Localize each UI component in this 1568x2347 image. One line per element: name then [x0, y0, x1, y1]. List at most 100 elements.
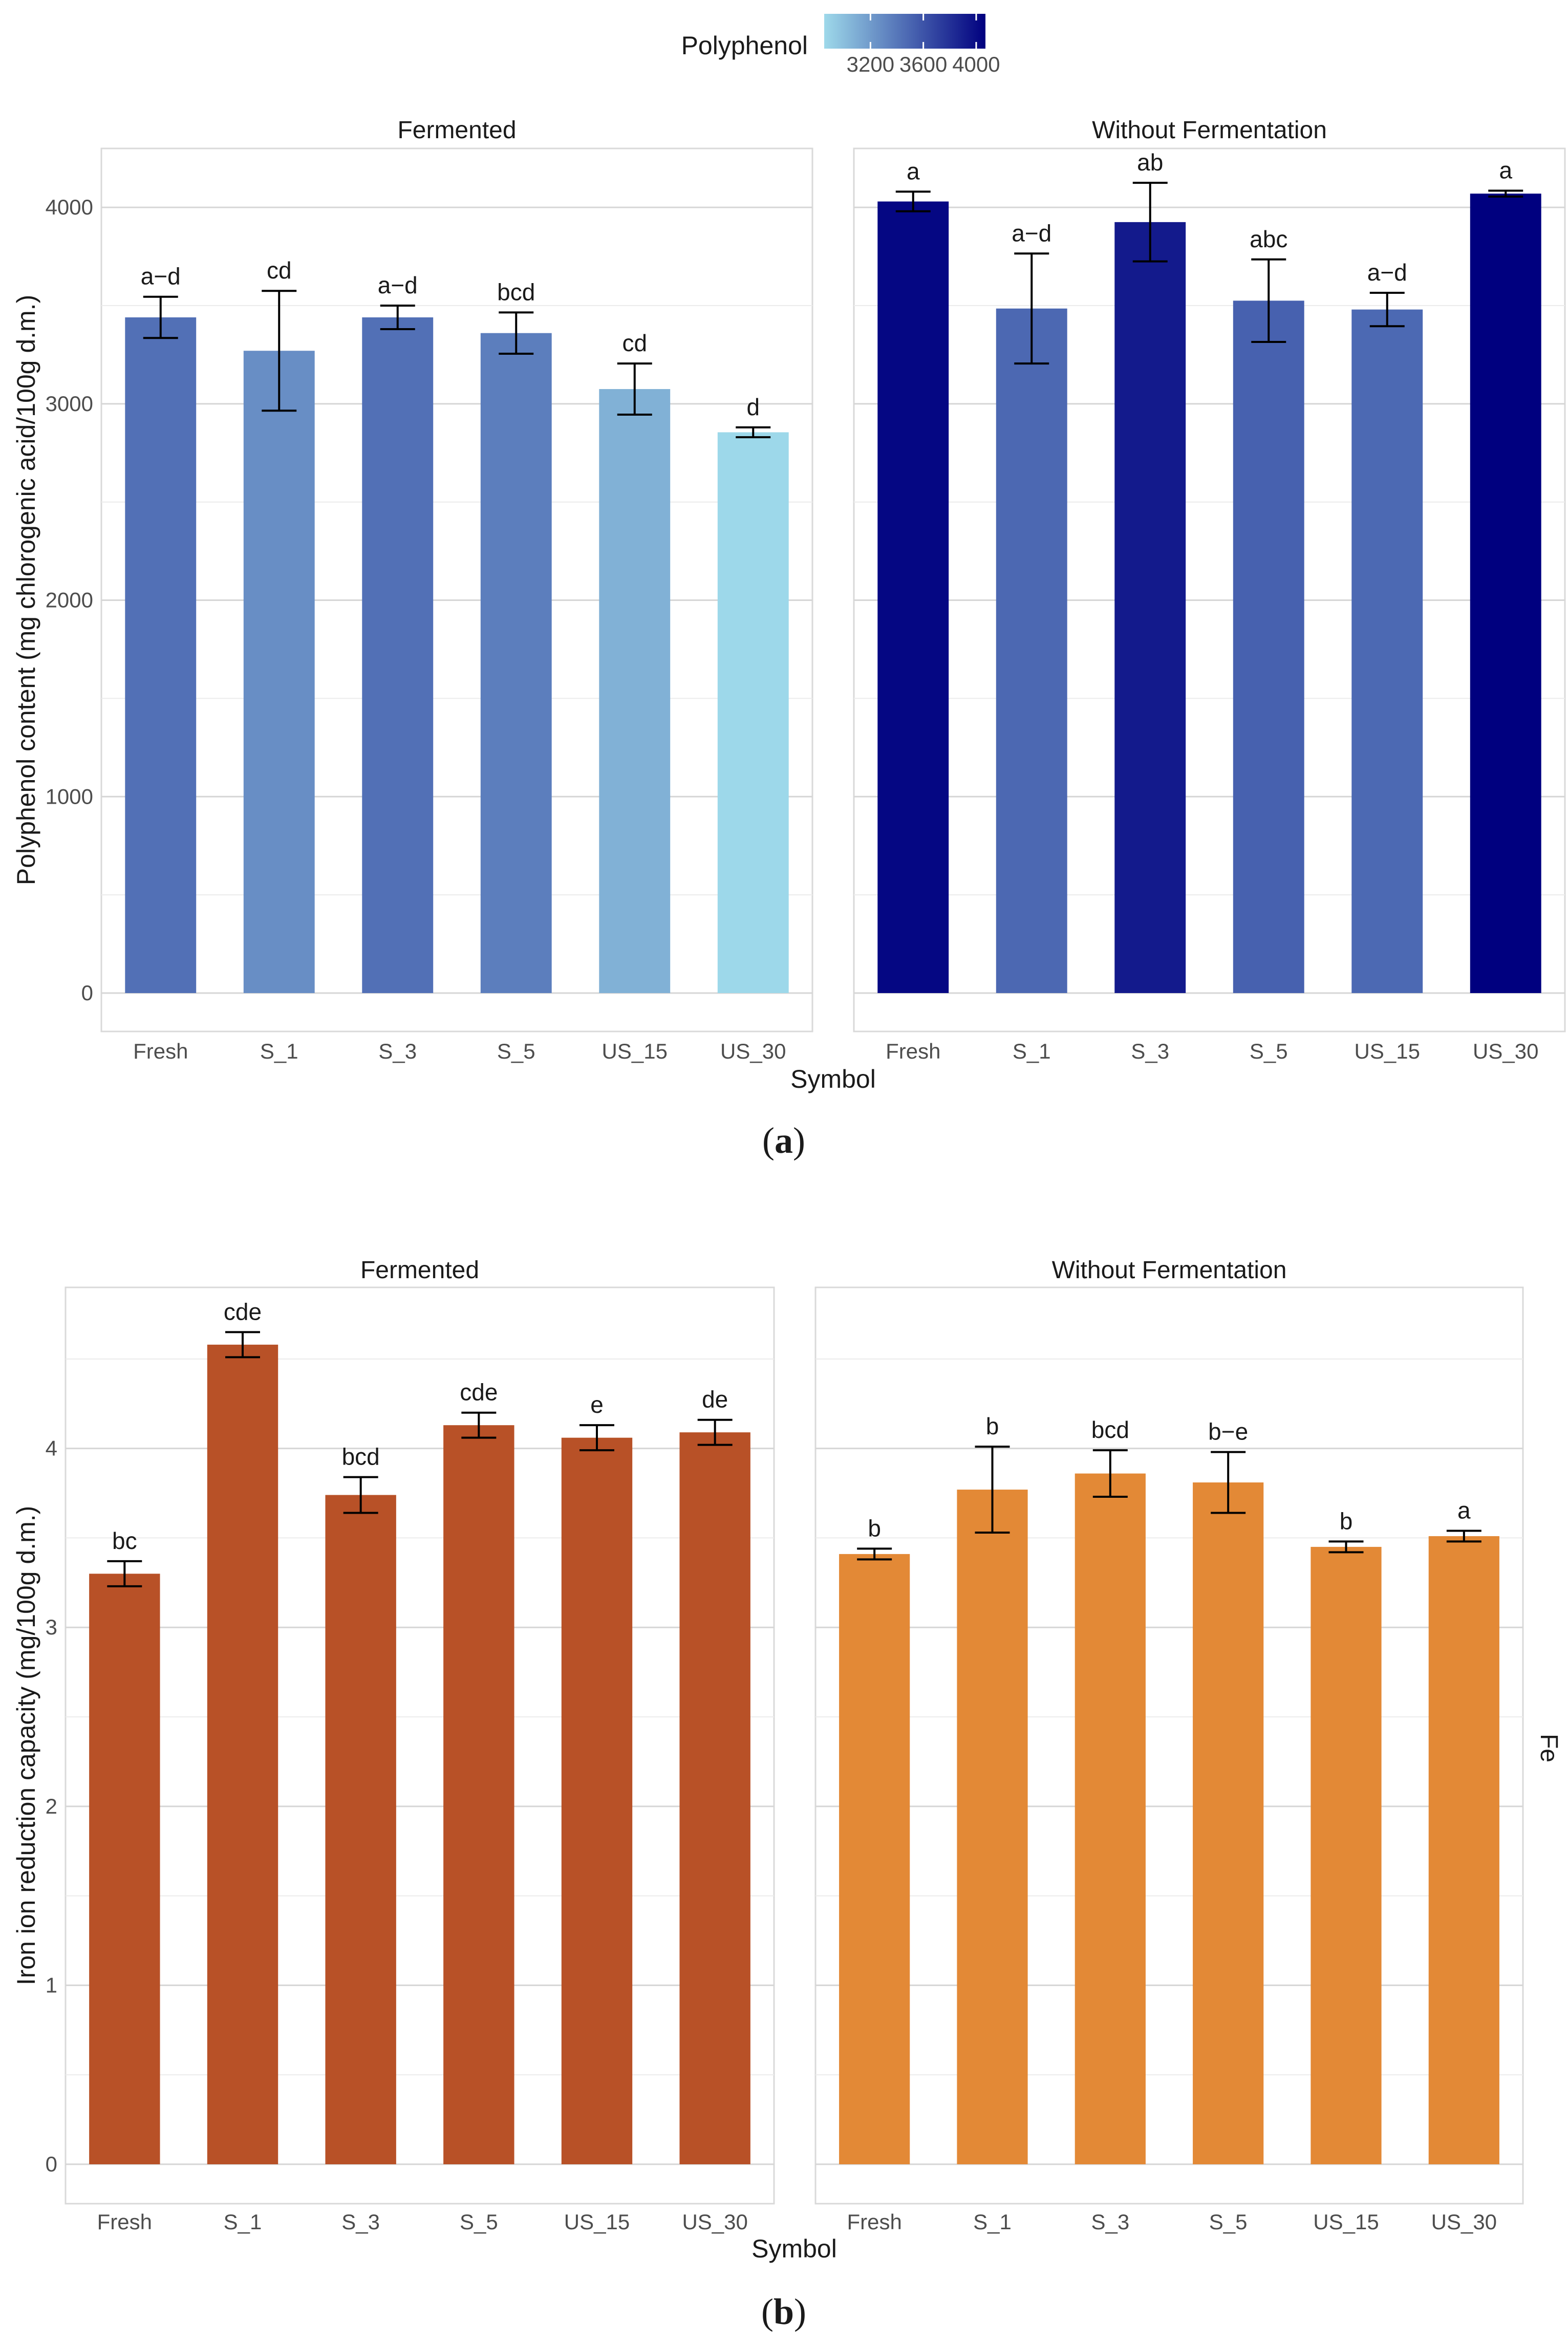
chart-a: Fermented a−d Fresh cd S_1 a−d S_3 bcd S_5 cd US_1…: [12, 117, 1566, 1161]
panel-caption: (a): [762, 1120, 805, 1161]
x-tick-label: US_15: [1313, 2210, 1379, 2234]
caption-open: (: [761, 2291, 774, 2332]
panel-caption: (b): [761, 2291, 806, 2332]
bar: [996, 308, 1067, 993]
x-tick-label: US_30: [682, 2210, 747, 2234]
bar: [1351, 309, 1423, 994]
significance-label: a−d: [378, 272, 418, 298]
bar: [957, 1490, 1028, 2164]
bar: [877, 201, 949, 994]
caption-letter: a: [775, 1120, 793, 1161]
bar: [325, 1495, 396, 2164]
y-tick-label: 3: [46, 1615, 57, 1639]
significance-label: a: [907, 158, 920, 184]
bar: [561, 1437, 633, 2164]
x-tick-label: S_3: [1091, 2210, 1129, 2234]
x-tick-label: S_1: [1013, 1039, 1051, 1063]
significance-label: b: [986, 1413, 999, 1439]
bar: [125, 317, 197, 993]
bar: [1233, 300, 1304, 993]
facet-strip-right: Fe: [1535, 1734, 1562, 1762]
significance-label: cd: [267, 257, 292, 284]
x-tick-label: Fresh: [97, 2210, 152, 2234]
legend-tick-label: 4000: [952, 52, 1000, 76]
y-axis-title: Polyphenol content (mg chlorogenic acid/…: [12, 295, 40, 885]
bar: [1428, 1536, 1499, 2164]
facet-a-fermented: Fermented a−d Fresh cd S_1 a−d S_3 bcd S_5 cd US_1…: [100, 117, 813, 1063]
x-tick-label: US_15: [602, 1039, 668, 1063]
significance-label: ab: [1137, 149, 1163, 176]
y-tick-label: 1: [46, 1973, 57, 1997]
x-tick-label: US_30: [720, 1039, 786, 1063]
caption-close: ): [794, 2291, 806, 2332]
panel-border: [100, 147, 813, 1032]
y-tick-label: 3000: [46, 392, 93, 416]
caption-letter: b: [774, 2291, 794, 2332]
significance-label: bc: [112, 1527, 137, 1554]
y-tick-label: 0: [46, 2152, 57, 2176]
caption-open: (: [762, 1120, 775, 1161]
facet-b-fermented: Fermented bc Fresh cde S_1 bcd S_3 cde S_5 e US_15…: [65, 1257, 775, 2234]
y-tick-label: 2: [46, 1794, 57, 1818]
bar: [443, 1425, 514, 2164]
significance-label: b: [868, 1515, 881, 1541]
bar: [1114, 222, 1186, 993]
bar: [480, 333, 552, 993]
chart-b: Fermented bc Fresh cde S_1 bcd S_3 cde S_5 e US_15…: [12, 1257, 1562, 2332]
bar: [1075, 1473, 1146, 2164]
bar: [1193, 1482, 1264, 2164]
panel-border: [65, 1286, 775, 2205]
legend-ticks: 3200 3600 4000: [847, 14, 1000, 76]
significance-label: a: [1457, 1497, 1471, 1523]
facet-title: Without Fermentation: [1052, 1257, 1287, 1284]
facet-a-without-fermentation: Without Fermentation a Fresh a−d S_1 ab S_3 abc…: [853, 117, 1566, 1063]
x-tick-label: US_30: [1431, 2210, 1497, 2234]
bar: [839, 1554, 910, 2164]
x-tick-label: S_3: [378, 1039, 417, 1063]
significance-label: a−d: [141, 263, 181, 290]
x-tick-label: US_30: [1473, 1039, 1538, 1063]
x-tick-label: Fresh: [886, 1039, 940, 1063]
x-axis-title: Symbol: [790, 1065, 876, 1093]
panel-border: [814, 1286, 1524, 2205]
bar: [717, 432, 789, 993]
y-tick-label: 0: [81, 981, 93, 1005]
x-tick-label: S_1: [260, 1039, 298, 1063]
facet-title: Without Fermentation: [1092, 117, 1327, 144]
significance-label: bcd: [1091, 1416, 1129, 1443]
y-tick-label: 2000: [46, 588, 93, 612]
y-tick-label: 4: [46, 1436, 57, 1460]
significance-label: e: [590, 1391, 604, 1418]
facet-title: Fermented: [397, 117, 516, 144]
significance-label: de: [702, 1386, 728, 1413]
x-tick-label: US_15: [1355, 1039, 1420, 1063]
significance-label: bcd: [342, 1444, 380, 1470]
polyphenol-legend: Polyphenol 3200 3600 4000: [681, 14, 1000, 76]
y-axis-title: Iron ion reduction capacity (mg/100g d.m…: [12, 1506, 40, 1986]
bar: [1470, 193, 1541, 993]
y-tick-label: 1000: [46, 784, 93, 808]
significance-label: bcd: [497, 278, 535, 305]
significance-label: abc: [1250, 226, 1287, 252]
significance-label: a: [1499, 157, 1512, 184]
x-tick-label: Fresh: [133, 1039, 188, 1063]
significance-label: b: [1340, 1508, 1353, 1534]
x-tick-label: S_1: [973, 2210, 1012, 2234]
significance-label: b−e: [1208, 1418, 1248, 1445]
x-tick-label: S_5: [1209, 2210, 1248, 2234]
x-tick-label: S_3: [1131, 1039, 1169, 1063]
x-tick-label: US_15: [564, 2210, 630, 2234]
bar: [362, 317, 434, 993]
significance-label: d: [746, 394, 760, 420]
legend-title: Polyphenol: [681, 31, 808, 60]
legend-colorbar: [824, 14, 985, 49]
x-axis-title: Symbol: [751, 2234, 837, 2263]
bar: [89, 1574, 160, 2164]
y-tick-label: 4000: [46, 195, 93, 219]
bar: [243, 351, 315, 993]
panel-border: [853, 147, 1566, 1032]
x-tick-label: S_3: [341, 2210, 380, 2234]
caption-close: ): [793, 1120, 805, 1161]
significance-label: cd: [622, 330, 647, 356]
